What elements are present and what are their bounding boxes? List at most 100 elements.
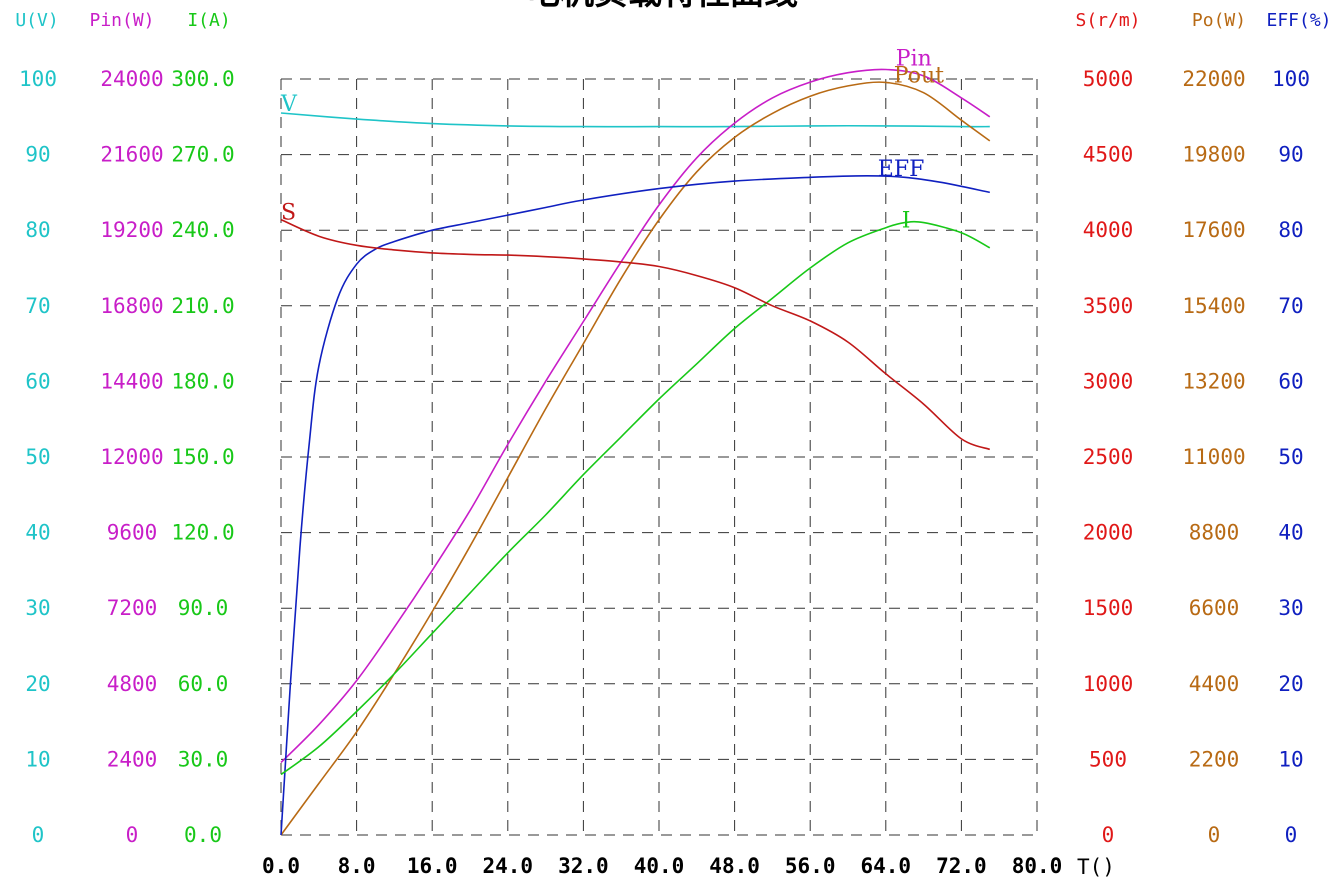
right-axis-tick: 80: [1278, 218, 1303, 242]
left-axis-tick: 100: [19, 67, 57, 91]
right-axis-tick: 50: [1278, 445, 1303, 469]
left-axis-tick: 50: [25, 445, 50, 469]
right-axis-tick: 70: [1278, 294, 1303, 318]
right-axis-tick: 4000: [1083, 218, 1134, 242]
right-axis-tick: 1500: [1083, 596, 1134, 620]
x-tick-label: 48.0: [709, 854, 760, 878]
left-axis-tick: 270.0: [171, 143, 234, 167]
left-axis-tick: 16800: [100, 294, 163, 318]
left-axis-tick: 24000: [100, 67, 163, 91]
right-axis-tick: 2000: [1083, 521, 1134, 545]
left-axis-tick: 9600: [107, 521, 158, 545]
right-axis-tick: 100: [1272, 67, 1310, 91]
left-axis-tick: 30.0: [178, 747, 229, 771]
right-axis-tick: 15400: [1182, 294, 1245, 318]
right-axis-tick: 0: [1208, 823, 1221, 847]
left-axis-tick: 80: [25, 218, 50, 242]
right-axis-tick: 500: [1089, 747, 1127, 771]
left-axis-tick: 4800: [107, 672, 158, 696]
left-axis-tick: 120.0: [171, 521, 234, 545]
left-axis-tick: 7200: [107, 596, 158, 620]
x-tick-label: 0.0: [262, 854, 300, 878]
right-axis-tick: 2200: [1189, 747, 1240, 771]
right-axis-tick: 10: [1278, 747, 1303, 771]
left-axis-tick: 90: [25, 143, 50, 167]
right-axis-tick: 19800: [1182, 143, 1245, 167]
series-label-eff: EFF: [878, 157, 925, 182]
left-axis-header: U(V): [15, 10, 58, 31]
left-axis-tick: 10: [25, 747, 50, 771]
left-axis-tick: 30: [25, 596, 50, 620]
right-axis-tick: 4500: [1083, 143, 1134, 167]
left-axis-tick: 180.0: [171, 369, 234, 393]
x-tick-label: 64.0: [861, 854, 912, 878]
right-axis-tick: 8800: [1189, 521, 1240, 545]
series-label-pin: Pin: [896, 47, 932, 72]
left-axis-tick: 300.0: [171, 67, 234, 91]
x-tick-label: 80.0: [1012, 854, 1063, 878]
right-axis-tick: 22000: [1182, 67, 1245, 91]
x-tick-label: 24.0: [483, 854, 534, 878]
x-tick-label: 8.0: [338, 854, 376, 878]
left-axis-header: Pin(W): [89, 10, 154, 31]
right-axis-tick: 3000: [1083, 369, 1134, 393]
series-label-s: S: [281, 201, 296, 226]
x-tick-label: 40.0: [634, 854, 685, 878]
right-axis-tick: 5000: [1083, 67, 1134, 91]
left-axis-tick: 240.0: [171, 218, 234, 242]
left-axis-tick: 19200: [100, 218, 163, 242]
right-axis-tick: 0: [1102, 823, 1115, 847]
right-axis-tick: 4400: [1189, 672, 1240, 696]
right-axis-header: S(r/m): [1075, 10, 1140, 31]
left-axis-tick: 0: [126, 823, 139, 847]
series-line-pout: [280, 81, 991, 836]
left-axis-tick: 20: [25, 672, 50, 696]
series-label-v: V: [280, 92, 298, 117]
grid: [280, 78, 1038, 836]
right-axis-header: EFF(%): [1266, 10, 1331, 31]
x-tick-label: 16.0: [407, 854, 458, 878]
x-tick-label: 72.0: [936, 854, 987, 878]
right-axis-tick: 0: [1285, 823, 1298, 847]
left-axis-tick: 0: [32, 823, 45, 847]
series-line-eff: [280, 174, 990, 836]
x-tick-label: 56.0: [785, 854, 836, 878]
axes: 0.0 8.0 16.0 24.0 32.0 40.0 48.0 56.0 64.0 72.0 80…: [15, 10, 1331, 878]
series-label-pout: Pout: [894, 63, 944, 88]
right-axis-tick: 40: [1278, 521, 1303, 545]
right-axis-tick: 90: [1278, 143, 1303, 167]
series-line-v: [280, 112, 990, 128]
left-axis-tick: 70: [25, 294, 50, 318]
right-axis-tick: 17600: [1182, 218, 1245, 242]
left-axis-tick: 90.0: [178, 596, 229, 620]
right-axis-tick: 60: [1278, 369, 1303, 393]
left-axis-tick: 150.0: [171, 445, 234, 469]
left-axis-tick: 60: [25, 369, 50, 393]
left-axis-header: I(A): [187, 10, 230, 31]
right-axis-tick: 2500: [1083, 445, 1134, 469]
right-axis-tick: 11000: [1182, 445, 1245, 469]
right-axis-tick: 13200: [1182, 369, 1245, 393]
series-lines: [280, 68, 991, 836]
right-axis-tick: 6600: [1189, 596, 1240, 620]
x-axis-label: T(): [1077, 855, 1115, 879]
right-axis-tick: 30: [1278, 596, 1303, 620]
right-axis-header: Po(W): [1192, 10, 1246, 31]
series-line-pin: [280, 68, 991, 764]
left-axis-tick: 21600: [100, 143, 163, 167]
chart-title: 电机负载特性曲线: [526, 0, 798, 13]
right-axis-tick: 20: [1278, 672, 1303, 696]
right-axis-tick: 3500: [1083, 294, 1134, 318]
left-axis-tick: 2400: [107, 747, 158, 771]
series-line-s: [280, 218, 991, 451]
series-line-i: [280, 220, 991, 776]
left-axis-tick: 210.0: [171, 294, 234, 318]
x-tick-label: 32.0: [558, 854, 609, 878]
series-label-i: I: [902, 209, 911, 234]
right-axis-tick: 1000: [1083, 672, 1134, 696]
left-axis-tick: 0.0: [184, 823, 222, 847]
left-axis-tick: 12000: [100, 445, 163, 469]
left-axis-tick: 60.0: [178, 672, 229, 696]
